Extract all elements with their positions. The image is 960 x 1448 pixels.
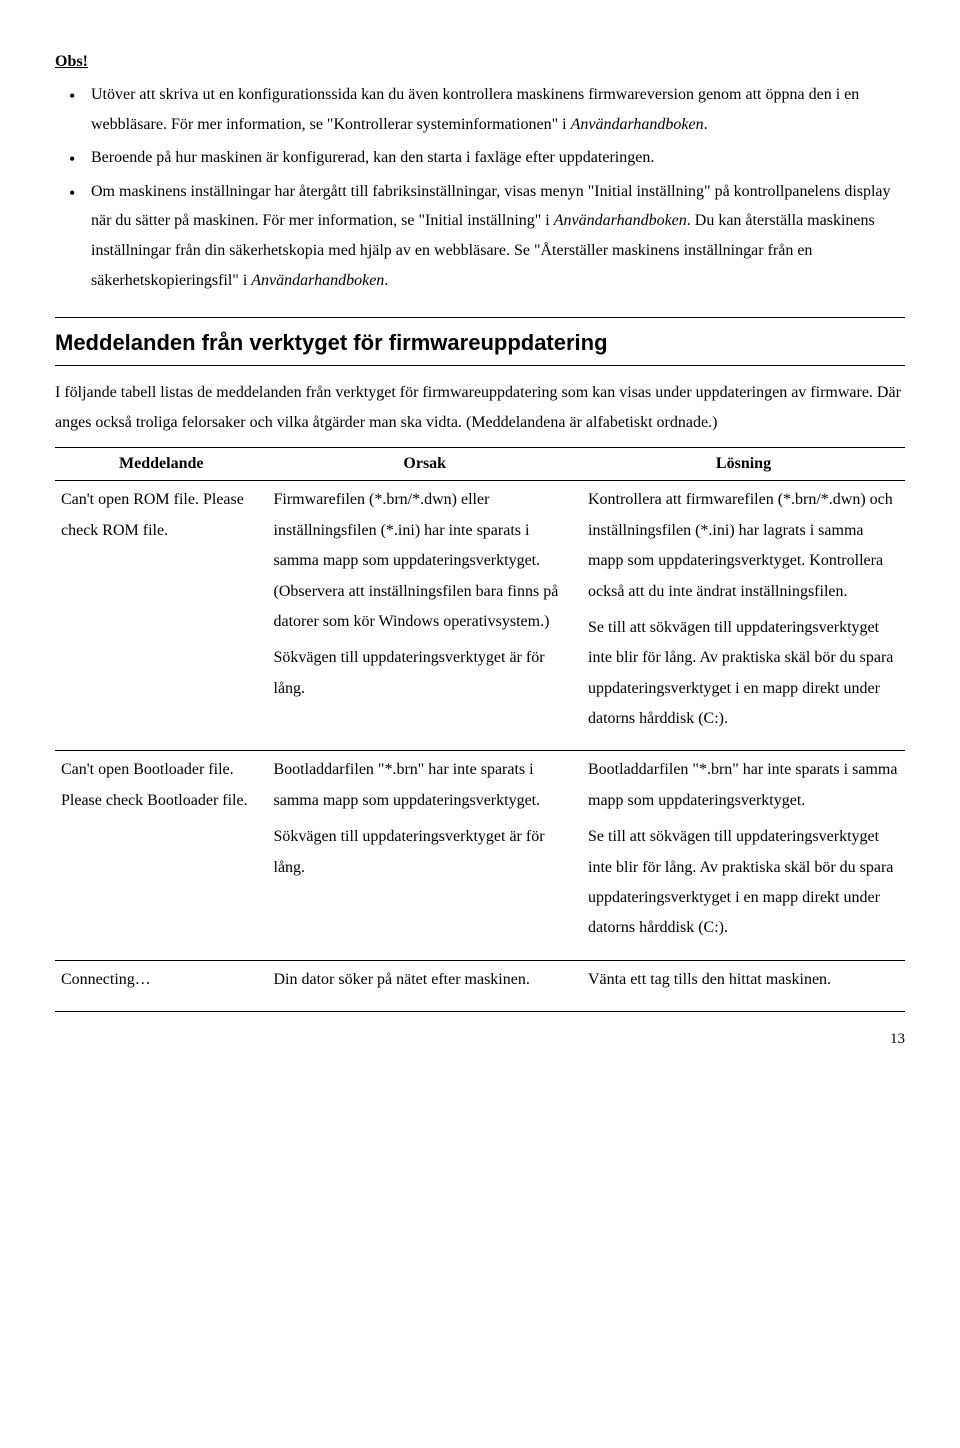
cell-solution: Bootladdarfilen "*.brn" har inte sparats… [582, 751, 905, 960]
table-row: Can't open ROM file. Please check ROM fi… [55, 481, 905, 751]
cell-cause: Bootladdarfilen "*.brn" har inte sparats… [268, 751, 583, 960]
section-intro: I följande tabell listas de meddelanden … [55, 378, 905, 437]
col-header-meddelande: Meddelande [55, 448, 268, 481]
col-header-losning: Lösning [582, 448, 905, 481]
cause-block: Sökvägen till uppdateringsverktyget är f… [274, 643, 577, 704]
bullet-italic: Användarhandboken [554, 212, 687, 229]
cell-message: Can't open Bootloader file. Please check… [55, 751, 268, 960]
list-item: Beroende på hur maskinen är konfigurerad… [55, 143, 905, 173]
solution-block: Se till att sökvägen till uppdateringsve… [588, 613, 899, 735]
bullet-text: Beroende på hur maskinen är konfigurerad… [91, 149, 654, 166]
table-header-row: Meddelande Orsak Lösning [55, 448, 905, 481]
col-header-orsak: Orsak [268, 448, 583, 481]
cell-message: Can't open ROM file. Please check ROM fi… [55, 481, 268, 751]
cell-solution: Vänta ett tag tills den hittat maskinen. [582, 960, 905, 1011]
cause-block: Bootladdarfilen "*.brn" har inte sparats… [274, 755, 577, 816]
page-number: 13 [55, 1028, 905, 1051]
obs-bullet-list: Utöver att skriva ut en konfigurationssi… [55, 80, 905, 295]
cell-cause: Firmwarefilen (*.brn/*.dwn) eller instäl… [268, 481, 583, 751]
table-row: Connecting… Din dator söker på nätet eft… [55, 960, 905, 1011]
solution-block: Kontrollera att firmwarefilen (*.brn/*.d… [588, 485, 899, 607]
bullet-italic: Användarhandboken [571, 116, 704, 133]
bullet-text: . [384, 272, 388, 289]
section-heading: Meddelanden från verktyget för firmwareu… [55, 326, 905, 366]
cell-cause: Din dator söker på nätet efter maskinen. [268, 960, 583, 1011]
list-item: Utöver att skriva ut en konfigurationssi… [55, 80, 905, 139]
list-item: Om maskinens inställningar har återgått … [55, 177, 905, 295]
section-divider [55, 317, 905, 318]
bullet-text: Utöver att skriva ut en konfigurationssi… [91, 86, 859, 133]
solution-block: Vänta ett tag tills den hittat maskinen. [588, 965, 899, 995]
cause-block: Din dator söker på nätet efter maskinen. [274, 965, 577, 995]
cause-block: Firmwarefilen (*.brn/*.dwn) eller instäl… [274, 485, 577, 637]
bullet-text: . [704, 116, 708, 133]
cause-block: Sökvägen till uppdateringsverktyget är f… [274, 822, 577, 883]
solution-block: Bootladdarfilen "*.brn" har inte sparats… [588, 755, 899, 816]
table-row: Can't open Bootloader file. Please check… [55, 751, 905, 960]
solution-block: Se till att sökvägen till uppdateringsve… [588, 822, 899, 944]
cell-solution: Kontrollera att firmwarefilen (*.brn/*.d… [582, 481, 905, 751]
obs-heading: Obs! [55, 50, 905, 74]
message-table: Meddelande Orsak Lösning Can't open ROM … [55, 447, 905, 1012]
bullet-italic: Användarhandboken [251, 272, 384, 289]
cell-message: Connecting… [55, 960, 268, 1011]
